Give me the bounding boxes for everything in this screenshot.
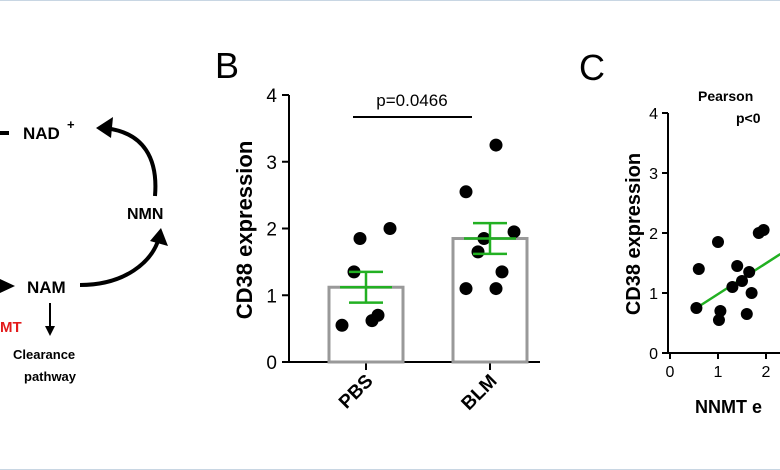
panel-b-ytick-label: 3 <box>266 153 277 174</box>
nnmt-label: MT <box>0 319 22 336</box>
panel-b-ytick-label: 0 <box>266 353 277 374</box>
data-point <box>736 275 748 287</box>
data-point <box>712 314 725 326</box>
panel-b-xtick-label: PBS <box>335 371 377 413</box>
data-point <box>743 266 756 278</box>
nad-superscript: + <box>67 117 75 132</box>
nam-to-nmn-arrow <box>79 237 161 287</box>
data-point <box>714 305 727 317</box>
data-point <box>690 302 703 314</box>
data-point <box>489 138 503 152</box>
panel-c-tick-labels: 0 1 2 3 4 0 1 2 <box>649 106 770 381</box>
nam-to-nmn-arrowhead <box>150 228 168 246</box>
incoming-nam-arrowhead <box>0 279 15 293</box>
panel-c-xtick-label: 0 <box>666 364 675 381</box>
panel-b-xtick-label: BLM <box>458 371 502 415</box>
panel-b-bars <box>327 237 529 364</box>
panel-b-chart: B 0 1 2 3 4 PBS BLM p=0.0466 CD38 expression <box>215 45 540 415</box>
panel-c-ylabel: CD38 expression <box>623 153 645 315</box>
clearance-label-line1: Clearance <box>13 347 75 362</box>
data-point <box>495 265 509 279</box>
nad-label: NAD <box>23 124 60 143</box>
data-point <box>731 260 744 272</box>
panel-b-label: B <box>215 45 239 86</box>
data-point <box>459 185 473 199</box>
panel-c-xtick-label: 2 <box>762 364 771 381</box>
panel-b-axes <box>282 94 540 370</box>
panel-c-xtick-label: 1 <box>714 364 723 381</box>
data-point <box>692 263 705 275</box>
data-point <box>757 224 770 236</box>
data-point <box>726 281 739 293</box>
clearance-label-line2: pathway <box>24 369 77 384</box>
data-point <box>353 232 367 246</box>
panel-c-ytick-label: 3 <box>649 166 658 183</box>
data-point <box>745 287 758 299</box>
panel-c-xlabel: NNMT e <box>695 397 762 417</box>
data-point <box>471 245 485 259</box>
data-point <box>489 282 503 296</box>
panel-b-tick-labels: 0 1 2 3 4 PBS BLM <box>266 86 501 415</box>
panel-b-ytick-label: 2 <box>266 220 277 241</box>
panel-c-label: C <box>579 47 605 88</box>
panel-c-ytick-label: 4 <box>649 106 658 123</box>
data-point <box>371 308 385 322</box>
panel-b-ytick-label: 1 <box>266 286 277 307</box>
data-point <box>335 318 349 332</box>
panel-c-ytick-label: 1 <box>649 286 658 303</box>
panel-c-ytick-label: 0 <box>649 346 658 363</box>
panel-b-ytick-label: 4 <box>266 86 277 107</box>
panel-b-ylabel: CD38 expression <box>232 141 257 320</box>
panel-a-pathway: NAD + NMN NAM MT Clearance pathway <box>0 117 168 384</box>
nam-label: NAM <box>27 278 66 297</box>
pearson-annotation-line1: Pearson <box>698 88 753 104</box>
panel-c-ytick-label: 2 <box>649 226 658 243</box>
p-value-annotation: p=0.0466 <box>376 91 447 110</box>
data-point <box>740 308 753 320</box>
data-point <box>712 236 724 248</box>
nmn-label: NMN <box>127 206 163 223</box>
data-point <box>507 225 521 239</box>
bar-blm <box>451 237 529 364</box>
data-point <box>459 282 473 296</box>
panel-b-error-bars <box>340 221 516 304</box>
panel-c-chart: C 0 1 2 3 4 0 1 2 Pearson p<0 CD38 expression N… <box>579 47 780 417</box>
nmn-to-nad-arrowhead <box>96 117 113 138</box>
panel-c-points <box>690 224 770 326</box>
panel-c-axes <box>662 112 780 359</box>
data-point <box>383 222 397 235</box>
nmn-to-nad-arrow <box>103 126 158 197</box>
pearson-annotation-line2: p<0 <box>736 110 761 126</box>
